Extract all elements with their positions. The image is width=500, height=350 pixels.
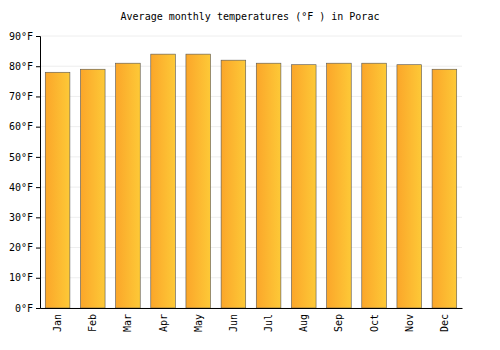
- y-tick-label: 0°F: [15, 303, 33, 314]
- y-tick-label: 10°F: [9, 272, 33, 283]
- x-tick: Oct: [369, 308, 380, 332]
- grid-line: [40, 36, 462, 37]
- y-tick-label: 20°F: [9, 242, 33, 253]
- bar: [186, 54, 211, 308]
- x-tick: Jan: [52, 308, 63, 332]
- chart: Average monthly temperatures (°F ) in Po…: [0, 0, 500, 350]
- y-tick: 10°F: [9, 272, 40, 283]
- x-tick: May: [193, 308, 204, 332]
- y-tick: 60°F: [9, 121, 40, 132]
- x-tick-label: Dec: [439, 314, 450, 332]
- title: Average monthly temperatures (°F ) in Po…: [121, 11, 380, 22]
- y-tick-mark: [36, 278, 40, 279]
- y-tick-mark: [36, 157, 40, 158]
- x-tick: Apr: [158, 308, 169, 332]
- y-tick: 50°F: [9, 152, 40, 163]
- plot: 0°F 10°F 20°F 30°F 40°F 50°F 60°F 70°F 80°F 90°F J…: [9, 31, 463, 332]
- x-tick: Sep: [333, 308, 344, 332]
- x-tick-label: Jun: [228, 314, 239, 332]
- y-axis: 0°F 10°F 20°F 30°F 40°F 50°F 60°F 70°F 80°F 90°F: [9, 31, 41, 314]
- y-tick: 70°F: [9, 91, 40, 102]
- bar: [327, 63, 352, 308]
- x-tick-label: Feb: [87, 314, 98, 332]
- bar: [256, 63, 281, 308]
- bar: [45, 72, 70, 308]
- y-tick-mark: [36, 36, 40, 37]
- y-tick-mark: [36, 308, 40, 309]
- x-axis-line: [41, 308, 463, 309]
- y-tick-label: 40°F: [9, 182, 33, 193]
- grid: [40, 36, 462, 308]
- y-tick: 30°F: [9, 212, 40, 223]
- y-tick: 90°F: [9, 31, 40, 42]
- y-tick-mark: [36, 187, 40, 188]
- y-tick: 20°F: [9, 242, 40, 253]
- y-axis-line: [36, 37, 41, 309]
- y-tick-label: 60°F: [9, 121, 33, 132]
- y-tick-label: 30°F: [9, 212, 33, 223]
- x-tick-label: Apr: [158, 314, 169, 332]
- y-tick-label: 90°F: [9, 31, 33, 42]
- y-tick: 40°F: [9, 182, 40, 193]
- x-tick-label: Sep: [333, 314, 344, 332]
- x-tick-label: Aug: [298, 314, 309, 332]
- x-tick-label: Nov: [404, 314, 415, 332]
- y-tick: 80°F: [9, 61, 40, 72]
- y-tick-mark: [36, 96, 40, 97]
- y-tick-mark: [36, 248, 40, 249]
- y-tick-mark: [36, 66, 40, 67]
- x-tick: Jun: [228, 308, 239, 332]
- x-tick: Aug: [298, 308, 309, 332]
- bar: [221, 60, 246, 308]
- y-tick-label: 80°F: [9, 61, 33, 72]
- x-tick-label: Jan: [52, 314, 63, 332]
- x-tick: Nov: [404, 308, 415, 332]
- x-tick: Mar: [122, 308, 133, 332]
- bar: [432, 69, 457, 308]
- x-tick-label: Oct: [369, 314, 380, 332]
- y-tick-label: 70°F: [9, 91, 33, 102]
- y-tick-mark: [36, 217, 40, 218]
- y-tick-mark: [36, 127, 40, 128]
- bar: [116, 63, 141, 308]
- y-tick-label: 50°F: [9, 152, 33, 163]
- y-tick: 0°F: [15, 303, 40, 314]
- bar: [151, 54, 176, 308]
- bar: [80, 69, 105, 308]
- x-tick-label: Mar: [122, 314, 133, 332]
- bar: [362, 63, 387, 308]
- bars: [45, 54, 456, 308]
- x-tick-label: Jul: [263, 314, 274, 332]
- x-tick: Dec: [439, 308, 450, 332]
- x-tick: Jul: [263, 308, 274, 332]
- bar: [397, 65, 422, 308]
- bar: [291, 65, 316, 308]
- x-axis: Jan Feb Mar Apr May Jun Jul Aug Sep Oct Nov Dec: [41, 308, 463, 332]
- x-tick: Feb: [87, 308, 98, 332]
- x-tick-label: May: [193, 314, 204, 332]
